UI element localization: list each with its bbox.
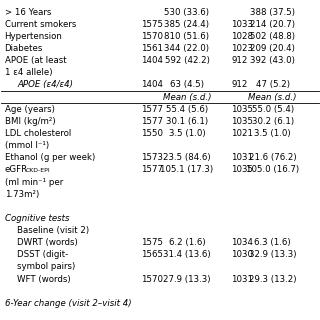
Text: 29.3 (13.2): 29.3 (13.2): [249, 275, 296, 284]
Text: 1577: 1577: [141, 117, 163, 126]
Text: 1561: 1561: [141, 44, 163, 53]
Text: 30.2 (6.1): 30.2 (6.1): [252, 117, 294, 126]
Text: 1577: 1577: [141, 165, 163, 174]
Text: 1550: 1550: [141, 129, 163, 138]
Text: 32.9 (13.3): 32.9 (13.3): [249, 250, 296, 259]
Text: eGFR: eGFR: [4, 165, 28, 174]
Text: Ethanol (g per week): Ethanol (g per week): [4, 153, 95, 162]
Text: 1021: 1021: [231, 129, 253, 138]
Text: Baseline (visit 2): Baseline (visit 2): [17, 226, 89, 235]
Text: 1035: 1035: [231, 165, 253, 174]
Text: (mmol l⁻¹): (mmol l⁻¹): [4, 141, 49, 150]
Text: 47 (5.2): 47 (5.2): [256, 81, 290, 90]
Text: 392 (43.0): 392 (43.0): [250, 56, 295, 65]
Text: 30.1 (6.1): 30.1 (6.1): [166, 117, 208, 126]
Text: 1030: 1030: [231, 250, 253, 259]
Text: 1575: 1575: [141, 238, 163, 247]
Text: 209 (20.4): 209 (20.4): [250, 44, 295, 53]
Text: 1577: 1577: [141, 105, 163, 114]
Text: 912: 912: [231, 56, 248, 65]
Text: 1404: 1404: [141, 56, 163, 65]
Text: 1 ε4 allele): 1 ε4 allele): [4, 68, 52, 77]
Text: 3.5 (1.0): 3.5 (1.0): [254, 129, 291, 138]
Text: symbol pairs): symbol pairs): [17, 262, 76, 271]
Text: 6-Year change (visit 2–visit 4): 6-Year change (visit 2–visit 4): [4, 299, 131, 308]
Text: 1404: 1404: [141, 81, 163, 90]
Text: 1570: 1570: [141, 32, 163, 41]
Text: LDL cholesterol: LDL cholesterol: [4, 129, 71, 138]
Text: DWRT (words): DWRT (words): [17, 238, 78, 247]
Text: Hypertension: Hypertension: [4, 32, 62, 41]
Text: 385 (24.4): 385 (24.4): [164, 20, 210, 29]
Text: 63 (4.5): 63 (4.5): [170, 81, 204, 90]
Text: 27.9 (13.3): 27.9 (13.3): [163, 275, 211, 284]
Text: 1023: 1023: [231, 44, 253, 53]
Text: BMI (kg/m²): BMI (kg/m²): [4, 117, 55, 126]
Text: 1035: 1035: [231, 117, 253, 126]
Text: 1575: 1575: [141, 20, 163, 29]
Text: 23.5 (84.6): 23.5 (84.6): [163, 153, 211, 162]
Text: 6.3 (1.6): 6.3 (1.6): [254, 238, 291, 247]
Text: 530 (33.6): 530 (33.6): [164, 8, 210, 17]
Text: 388 (37.5): 388 (37.5): [250, 8, 295, 17]
Text: CKD-EPI: CKD-EPI: [26, 168, 50, 173]
Text: 1565: 1565: [141, 250, 163, 259]
Text: Current smokers: Current smokers: [4, 20, 76, 29]
Text: 1573: 1573: [141, 153, 163, 162]
Text: 55.0 (5.4): 55.0 (5.4): [252, 105, 294, 114]
Text: 55.4 (5.6): 55.4 (5.6): [166, 105, 208, 114]
Text: 592 (42.2): 592 (42.2): [164, 56, 209, 65]
Text: DSST (digit-: DSST (digit-: [17, 250, 68, 259]
Text: 502 (48.8): 502 (48.8): [250, 32, 295, 41]
Text: 1033: 1033: [231, 20, 253, 29]
Text: 912: 912: [231, 81, 248, 90]
Text: 1035: 1035: [231, 105, 253, 114]
Text: 1034: 1034: [231, 238, 253, 247]
Text: Diabetes: Diabetes: [4, 44, 43, 53]
Text: Mean (s.d.): Mean (s.d.): [163, 92, 211, 102]
Text: 1031: 1031: [231, 153, 253, 162]
Text: 214 (20.7): 214 (20.7): [250, 20, 295, 29]
Text: Cognitive tests: Cognitive tests: [4, 214, 69, 223]
Text: 1028: 1028: [231, 32, 253, 41]
Text: APOE (at least: APOE (at least: [4, 56, 66, 65]
Text: Mean (s.d.): Mean (s.d.): [248, 92, 297, 102]
Text: 1031: 1031: [231, 275, 253, 284]
Text: > 16 Years: > 16 Years: [4, 8, 51, 17]
Text: Age (years): Age (years): [4, 105, 54, 114]
Text: 31.4 (13.6): 31.4 (13.6): [163, 250, 211, 259]
Text: 1570: 1570: [141, 275, 163, 284]
Text: 105.1 (17.3): 105.1 (17.3): [160, 165, 213, 174]
Text: APOE (ε4/ε4): APOE (ε4/ε4): [17, 81, 73, 90]
Text: 3.5 (1.0): 3.5 (1.0): [169, 129, 205, 138]
Text: WFT (words): WFT (words): [17, 275, 71, 284]
Text: 6.2 (1.6): 6.2 (1.6): [169, 238, 205, 247]
Text: 344 (22.0): 344 (22.0): [164, 44, 210, 53]
Text: 810 (51.6): 810 (51.6): [164, 32, 210, 41]
Text: 21.6 (76.2): 21.6 (76.2): [249, 153, 296, 162]
Text: 105.0 (16.7): 105.0 (16.7): [246, 165, 299, 174]
Text: 1.73m²): 1.73m²): [4, 190, 39, 199]
Text: (ml min⁻¹ per: (ml min⁻¹ per: [4, 178, 63, 187]
